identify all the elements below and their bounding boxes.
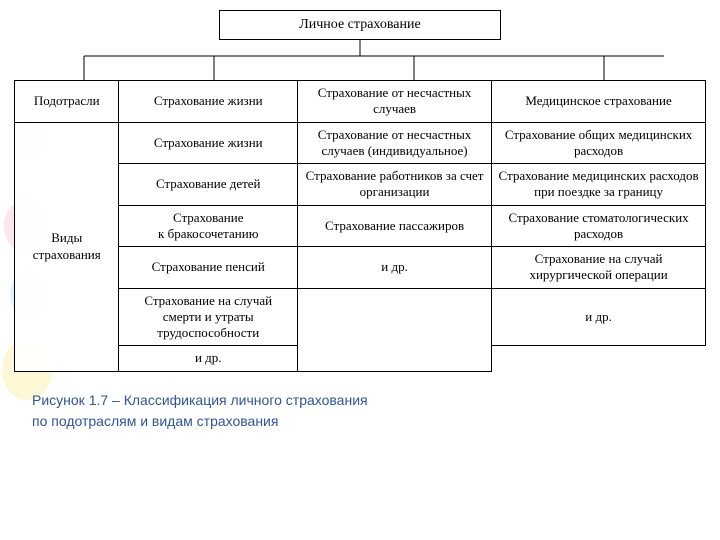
figure-caption: Рисунок 1.7 – Классификация личного стра… [32,390,706,432]
table-row: Виды страхования Страхование жизни Страх… [15,122,706,164]
table-cell-empty [492,346,706,371]
root-category-label: Личное страхование [299,17,420,32]
table-cell: Страхование общих медицинских расходов [492,122,706,164]
table-cell: Страхование медицинских расходов при пое… [492,164,706,206]
table-cell [298,288,492,346]
root-category-box: Личное страхование [219,10,501,40]
classification-table: Подотрасли Страхование жизни Страхование… [14,80,706,372]
header-cell: Страхование жизни [119,81,298,123]
table-cell: и др. [298,247,492,289]
table-cell: и др. [119,346,298,371]
table-cell: Страхование детей [119,164,298,206]
table-row: Страхование детей Страхование работников… [15,164,706,206]
header-cell: Медицинское страхование [492,81,706,123]
table-cell: Страхование стоматологических расходов [492,205,706,247]
table-cell: Страхование к бракосочетанию [119,205,298,247]
table-row: и др. [15,346,706,371]
table-row: Страхование к бракосочетанию Страхование… [15,205,706,247]
table-cell: Страхование пенсий [119,247,298,289]
header-cell: Страхование от несчастных случаев [298,81,492,123]
caption-line-1: Рисунок 1.7 – Классификация личного стра… [32,392,368,408]
row-label-types: Виды страхования [15,122,119,371]
table-cell-empty [298,346,492,371]
table-cell: и др. [492,288,706,346]
table-cell: Страхование на случай хирургической опер… [492,247,706,289]
table-cell: Страхование на случай смерти и утраты тр… [119,288,298,346]
table-cell: Страхование от несчастных случаев (индив… [298,122,492,164]
row-label-subbranches: Подотрасли [15,81,119,123]
caption-line-2: по подотраслям и видам страхования [32,413,278,429]
table-row: Подотрасли Страхование жизни Страхование… [15,81,706,123]
table-row: Страхование на случай смерти и утраты тр… [15,288,706,346]
table-cell: Страхование работников за счет организац… [298,164,492,206]
table-cell: Страхование жизни [119,122,298,164]
table-row: Страхование пенсий и др. Страхование на … [15,247,706,289]
table-cell: Страхование пассажиров [298,205,492,247]
hierarchy-connectors [14,40,706,80]
